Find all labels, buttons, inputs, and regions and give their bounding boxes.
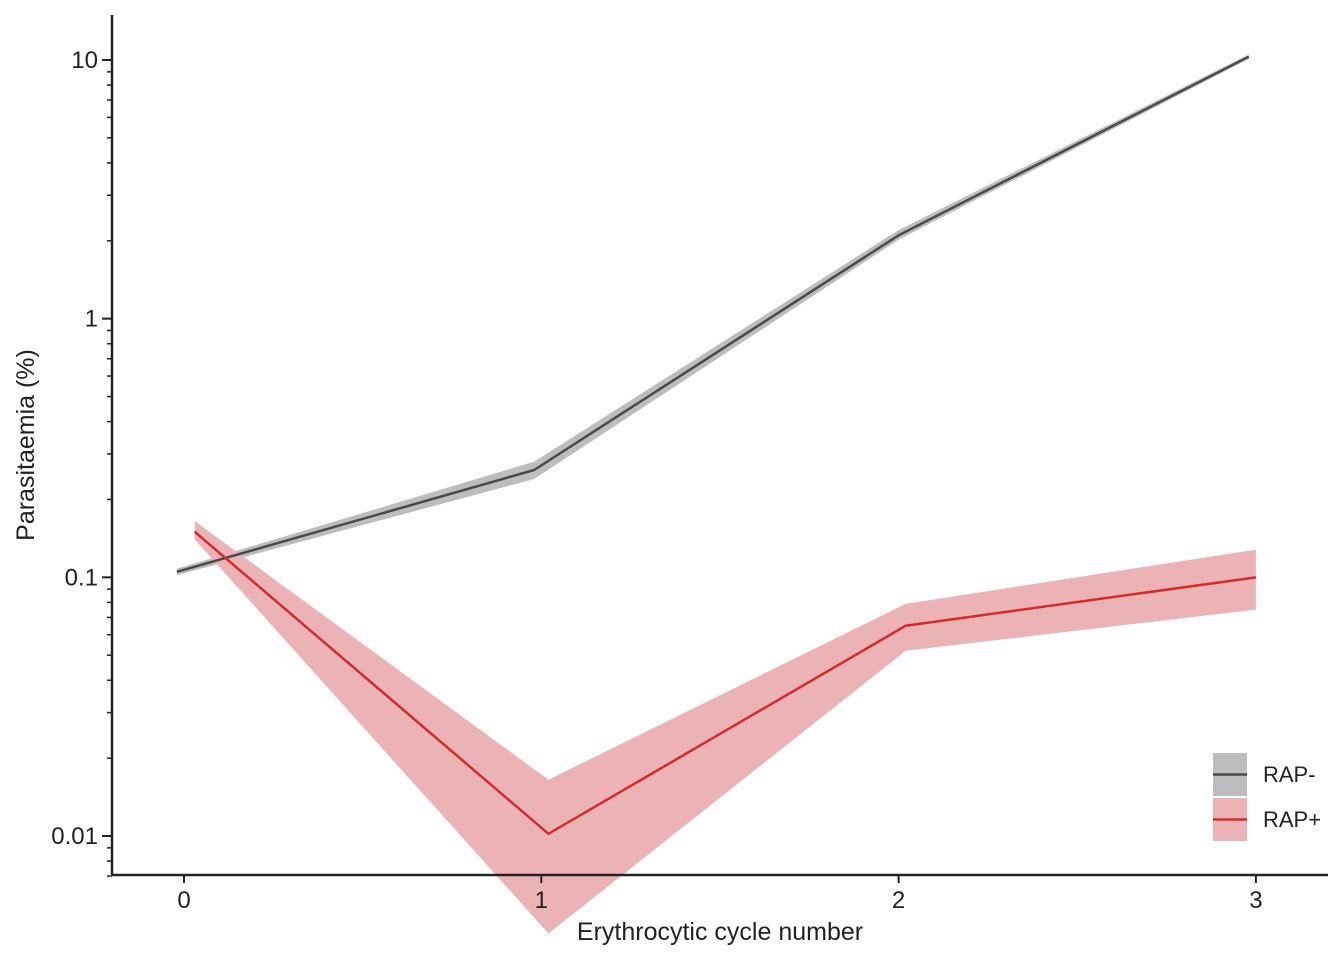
x-axis-ticks: 0 1 2 3 bbox=[177, 875, 1263, 914]
legend: RAP- RAP+ bbox=[1213, 753, 1321, 841]
x-axis-title: Erythrocytic cycle number bbox=[577, 918, 863, 946]
series-lines bbox=[176, 55, 1257, 836]
y-tick-label: 1 bbox=[85, 306, 98, 333]
y-axis-ticks: 10 1 0.1 0.01 bbox=[51, 47, 112, 877]
confidence-bands bbox=[176, 54, 1256, 934]
series-line bbox=[193, 530, 1257, 836]
y-tick-label: 0.1 bbox=[65, 564, 98, 591]
x-tick-label: 2 bbox=[892, 887, 905, 914]
x-tick-label: 0 bbox=[177, 887, 190, 914]
legend-label: RAP- bbox=[1263, 762, 1316, 787]
axes bbox=[110, 15, 1328, 877]
y-tick-label: 10 bbox=[71, 47, 98, 74]
x-tick-label: 1 bbox=[535, 887, 548, 914]
legend-label: RAP+ bbox=[1263, 807, 1321, 832]
y-tick-label: 0.01 bbox=[51, 823, 98, 850]
confidence-band bbox=[194, 521, 1256, 934]
confidence-band bbox=[176, 54, 1249, 576]
y-axis-title: Parasitaemia (%) bbox=[12, 349, 40, 541]
series-line bbox=[176, 55, 1250, 574]
x-tick-label: 3 bbox=[1249, 887, 1262, 914]
